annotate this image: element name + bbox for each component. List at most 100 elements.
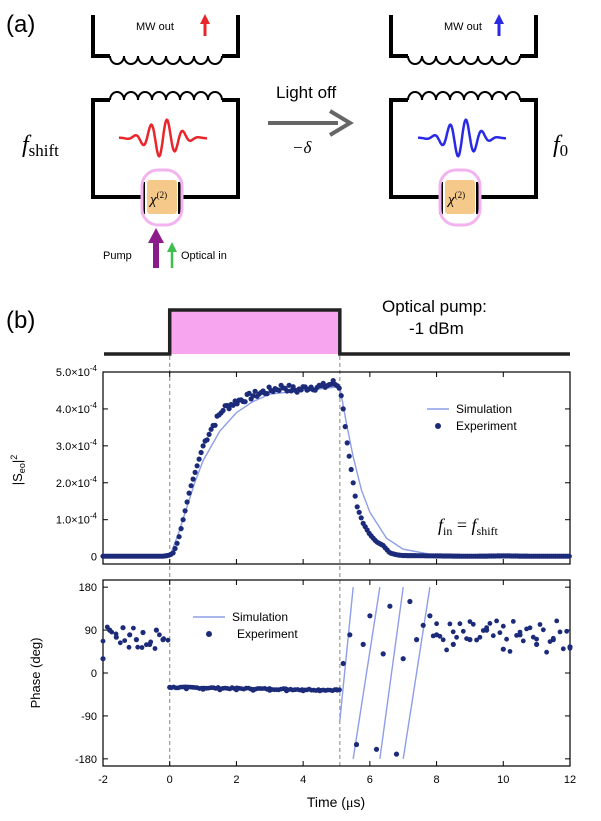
bottom-experiment-point (100, 638, 106, 644)
top-experiment-point (250, 393, 256, 399)
svg-text:χ(2): χ(2) (148, 190, 167, 208)
bottom-experiment-point (464, 636, 469, 641)
optical-in-arrow-icon (167, 242, 177, 268)
panel-a-label: (a) (6, 11, 35, 38)
bottom-experiment-point (139, 645, 145, 650)
bottom-experiment-point (567, 645, 573, 651)
bottom-simulation-segment (352, 587, 381, 759)
panel-b-label: (b) (6, 307, 35, 334)
top-experiment-point (276, 387, 282, 393)
bottom-experiment-point (540, 627, 546, 633)
right-mw-arrow-icon (494, 14, 504, 36)
bottom-experiment-point (120, 625, 126, 631)
bottom-experiment-point (547, 639, 553, 644)
top-experiment-point (288, 388, 294, 394)
right-circuit: MW out χ(2) f0 (389, 14, 568, 227)
bottom-experiment-point (148, 639, 154, 645)
right-frequency-label: f0 (553, 132, 568, 160)
bottom-experiment-point (490, 633, 496, 639)
bottom-xtick-label: -2 (98, 774, 108, 786)
bottom-experiment-point (127, 632, 133, 638)
top-experiment-point (350, 480, 356, 486)
bottom-experiment-point (347, 632, 353, 638)
bottom-xtick-label: 8 (434, 774, 440, 786)
bottom-experiment-point (353, 741, 360, 748)
bottom-experiment-point (544, 649, 549, 655)
bottom-xtick-label: 0 (167, 774, 173, 786)
top-experiment-point (230, 402, 236, 408)
top-experiment-point (252, 388, 258, 394)
top-ytick-label: 3.0×10-4 (56, 438, 98, 453)
bottom-simulation-segment (379, 587, 404, 759)
bottom-experiment-point (450, 629, 456, 635)
bottom-experiment-point (554, 618, 560, 624)
bottom-experiment-point (434, 621, 439, 627)
bottom-experiment-point (100, 656, 106, 662)
bottom-experiment-point (161, 636, 167, 642)
bottom-experiment-point (517, 629, 523, 635)
top-ytick-label: 0 (91, 552, 97, 564)
bottom-experiment-point (510, 619, 516, 624)
bottom-experiment-point (117, 640, 123, 646)
top-experiment-point (204, 437, 210, 443)
top-experiment-point (190, 476, 196, 482)
bottom-experiment-point (400, 656, 406, 662)
bottom-experiment-point (564, 628, 570, 634)
top-experiment-point (566, 553, 572, 559)
left-microwave-packet (118, 118, 208, 158)
bottom-experiment-point (407, 598, 413, 605)
bottom-experiment-point (504, 636, 509, 642)
bottom-legend-exp: Experiment (237, 627, 298, 641)
bottom-ytick-label: -90 (81, 711, 97, 723)
top-experiment-point (340, 406, 346, 412)
pump-pulse-fill (169, 310, 340, 354)
bottom-legend-exp-swatch (206, 631, 212, 637)
top-legend-exp: Experiment (456, 419, 517, 433)
light-off-label: Light off (276, 83, 336, 102)
top-ytick-label: 4.0×10-4 (56, 401, 98, 416)
bottom-experiment-point (494, 618, 499, 624)
bottom-experiment-point (484, 625, 489, 630)
top-experiment-point (182, 508, 188, 514)
bottom-experiment-point (437, 633, 443, 639)
bottom-xtick-label: 12 (564, 774, 576, 786)
bottom-xtick-label: 2 (233, 774, 239, 786)
optical-in-label: Optical in (181, 250, 227, 262)
bottom-xtick-label: 4 (300, 774, 306, 786)
top-experiment-point (358, 515, 364, 521)
bottom-experiment-point (393, 751, 400, 757)
top-experiment-point (338, 393, 344, 399)
top-legend-sim: Simulation (456, 402, 512, 416)
top-experiment-point (284, 388, 290, 394)
top-experiment-point (344, 440, 350, 446)
bottom-experiment-point (337, 687, 342, 693)
top-experiment-point (186, 490, 192, 496)
bottom-experiment-point (135, 644, 141, 650)
bottom-experiment-point (387, 603, 393, 609)
bottom-ylabel: Phase (deg) (28, 638, 43, 709)
top-experiment-point (206, 431, 212, 437)
top-experiment-point (264, 391, 270, 397)
bottom-experiment-point (380, 651, 386, 657)
delta-label: −δ (292, 138, 312, 157)
top-experiment-point (192, 469, 198, 475)
top-experiment-point (342, 424, 348, 430)
top-experiment-point (336, 385, 342, 391)
bottom-experiment-point (557, 629, 563, 635)
bottom-experiment-point (454, 634, 459, 640)
top-experiment-point (178, 526, 184, 532)
bottom-experiment-point (550, 635, 556, 641)
right-microwave-packet (417, 118, 507, 158)
top-ytick-label: 1.0×10-4 (56, 512, 98, 527)
bottom-experiment-point (537, 622, 543, 627)
bottom-experiment-point (113, 631, 119, 637)
bottom-ytick-label: -180 (75, 754, 97, 766)
bottom-ytick-label: 90 (85, 625, 97, 637)
bottom-experiment-point (527, 625, 533, 631)
top-experiment-point (176, 534, 182, 540)
transition: Light off −δ (268, 83, 354, 157)
bottom-experiment-point (131, 625, 136, 631)
bottom-plot-frame (102, 579, 571, 767)
bottom-experiment-point (420, 622, 426, 628)
bottom-experiment-point (122, 638, 128, 643)
